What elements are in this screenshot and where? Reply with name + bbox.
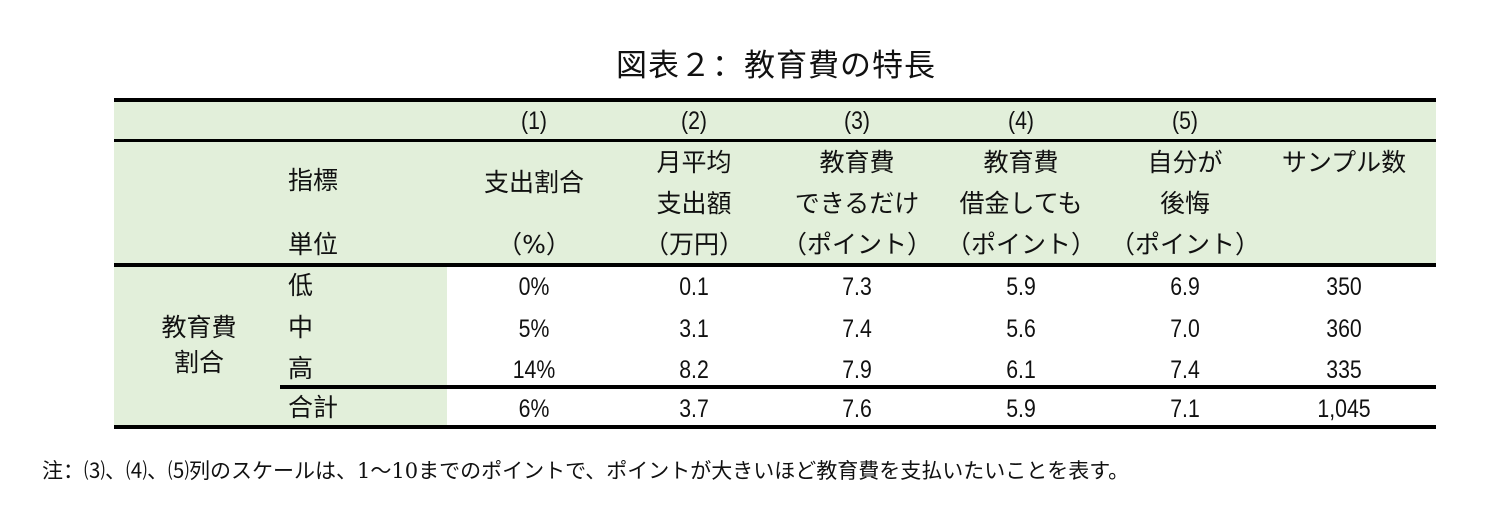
cell-low-5: 6.9 <box>1170 273 1200 301</box>
row-label-total: 合計 <box>288 393 339 422</box>
header-bottom-rule <box>114 263 1436 267</box>
cell-low-4: 5.9 <box>1006 273 1036 301</box>
header-col5-unit: （ポイント） <box>1109 230 1260 259</box>
group-label-line1: 教育費 <box>161 313 237 342</box>
header-col3-line2: できるだけ <box>794 189 920 218</box>
cell-mid-6: 360 <box>1326 315 1362 343</box>
header-col3-line1: 教育費 <box>819 148 895 177</box>
header-col1-line1: 支出割合 <box>483 168 584 197</box>
row-label-high: 高 <box>288 354 314 383</box>
indicator-label: 指標 <box>288 166 339 195</box>
header-col5-line1: 自分が <box>1147 148 1223 177</box>
row-label-background <box>114 265 447 428</box>
unit-label: 単位 <box>288 230 339 259</box>
cell-low-6: 350 <box>1326 273 1362 301</box>
cell-mid-3: 7.4 <box>842 315 872 343</box>
total-rule <box>280 385 1436 389</box>
cell-mid-1: 5% <box>518 315 550 343</box>
cell-total-5: 7.1 <box>1170 395 1200 423</box>
top-rule <box>114 98 1436 102</box>
bottom-rule <box>114 425 1436 429</box>
cell-mid-2: 3.1 <box>679 315 709 343</box>
row-label-mid: 中 <box>288 313 314 342</box>
cell-high-4: 6.1 <box>1006 356 1036 384</box>
cell-high-1: 14% <box>512 356 556 384</box>
header-col4-line1: 教育費 <box>983 148 1059 177</box>
figure-title: 図表２：教育費の特長 <box>616 48 936 84</box>
cell-total-4: 5.9 <box>1006 395 1036 423</box>
cell-mid-5: 7.0 <box>1170 315 1200 343</box>
header-col2-line1: 月平均 <box>656 148 732 177</box>
group-label-line2: 割合 <box>173 348 224 377</box>
column-number-rule <box>114 139 1436 142</box>
cell-total-2: 3.7 <box>679 395 709 423</box>
cell-low-1: 0% <box>518 273 550 301</box>
column-number-3: (3) <box>844 107 870 135</box>
cell-total-3: 7.6 <box>842 395 872 423</box>
education-expense-table: (1) (2) (3) (4) (5) 指標 単位 支出割合 （%） 月平均 支… <box>114 98 1436 430</box>
column-number-1: (1) <box>521 107 547 135</box>
header-col4-unit: （ポイント） <box>945 230 1096 259</box>
cell-low-3: 7.3 <box>842 273 872 301</box>
column-number-5: (5) <box>1172 107 1198 135</box>
column-number-4: (4) <box>1008 107 1034 135</box>
cell-low-2: 0.1 <box>679 273 709 301</box>
cell-high-6: 335 <box>1326 356 1362 384</box>
header-col2-line2: 支出額 <box>656 189 732 218</box>
footnote: 注：⑶、⑷、⑸列のスケールは、1～10までのポイントで、ポイントが大きいほど教育… <box>42 459 1130 483</box>
cell-total-1: 6% <box>518 395 550 423</box>
header-col4-line2: 借金しても <box>959 189 1083 218</box>
header-col1-unit: （%） <box>497 230 571 259</box>
row-label-low: 低 <box>288 271 314 300</box>
header-col3-unit: （ポイント） <box>781 230 932 259</box>
header-col5-line2: 後悔 <box>1159 189 1210 218</box>
cell-high-5: 7.4 <box>1170 356 1200 384</box>
cell-mid-4: 5.6 <box>1006 315 1036 343</box>
header-col2-unit: （万円） <box>643 230 744 259</box>
header-sample-count: サンプル数 <box>1281 148 1407 177</box>
header-background <box>114 98 1436 265</box>
cell-high-3: 7.9 <box>842 356 872 384</box>
column-number-2: (2) <box>681 107 707 135</box>
cell-total-6: 1,045 <box>1317 395 1371 423</box>
cell-high-2: 8.2 <box>679 356 709 384</box>
